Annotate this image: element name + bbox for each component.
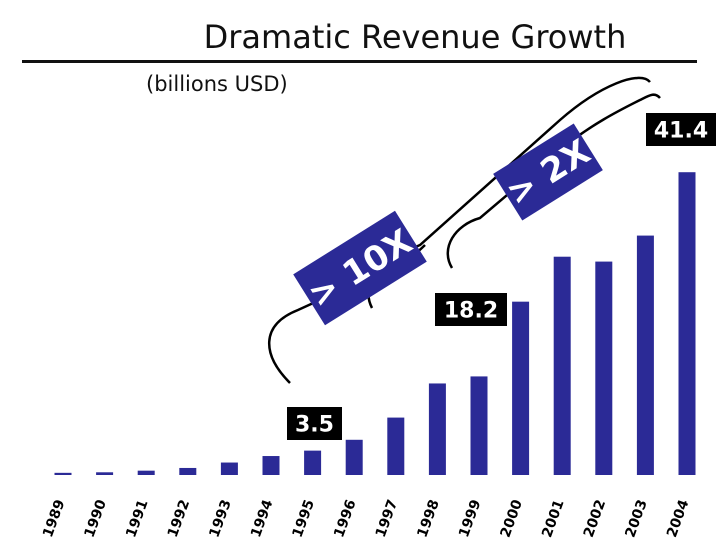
data-label-2004: 41.4 (654, 119, 708, 144)
x-tick-label-1992: 1992 (165, 498, 193, 540)
bar-2002 (595, 261, 613, 475)
x-tick-label-1999: 1999 (456, 498, 484, 540)
x-tick-label-1990: 1990 (82, 497, 110, 539)
bar-1997 (387, 417, 405, 475)
bar-1995 (304, 450, 322, 475)
growth-bracket-2x-inner (446, 93, 661, 269)
chart-title: Dramatic Revenue Growth (203, 18, 627, 56)
x-tick-label-1997: 1997 (373, 498, 401, 540)
bar-1994 (262, 456, 280, 475)
x-tick-label-1989: 1989 (40, 498, 68, 540)
bar-1996 (345, 439, 363, 475)
x-tick-label-1995: 1995 (290, 498, 318, 540)
bar-2004 (678, 172, 696, 476)
data-label-box-1995 (287, 407, 342, 440)
bar-1990 (96, 472, 114, 475)
bar-2000 (512, 301, 530, 475)
data-label-1995: 3.5 (295, 413, 334, 438)
bar-1999 (470, 376, 488, 475)
bar-2001 (553, 256, 571, 475)
x-tick-label-2001: 2001 (539, 498, 567, 540)
bar-1991 (137, 470, 155, 475)
chart-subtitle: (billions USD) (146, 72, 288, 96)
x-tick-label-1998: 1998 (414, 498, 442, 540)
bar-1998 (428, 383, 446, 475)
bar-1993 (220, 462, 238, 475)
data-label-box-2000 (435, 293, 507, 326)
x-tick-label-1991: 1991 (123, 498, 151, 540)
x-tick-label-2002: 2002 (581, 498, 609, 540)
x-tick-label-1993: 1993 (206, 498, 234, 540)
x-tick-label-2003: 2003 (622, 498, 650, 540)
data-label-box-2004 (646, 113, 716, 146)
bar-1992 (179, 467, 197, 475)
x-tick-label-1994: 1994 (248, 497, 276, 539)
annotation-10x-box (293, 210, 427, 326)
x-tick-label-2000: 2000 (498, 497, 526, 539)
annotation-2x-box (493, 123, 603, 221)
x-tick-label-1996: 1996 (331, 498, 359, 540)
bar-2003 (636, 235, 654, 475)
data-label-2000: 18.2 (444, 299, 498, 324)
x-tick-label-2004: 2004 (664, 497, 692, 539)
bar-1989 (54, 472, 72, 475)
title-rule (22, 60, 697, 63)
